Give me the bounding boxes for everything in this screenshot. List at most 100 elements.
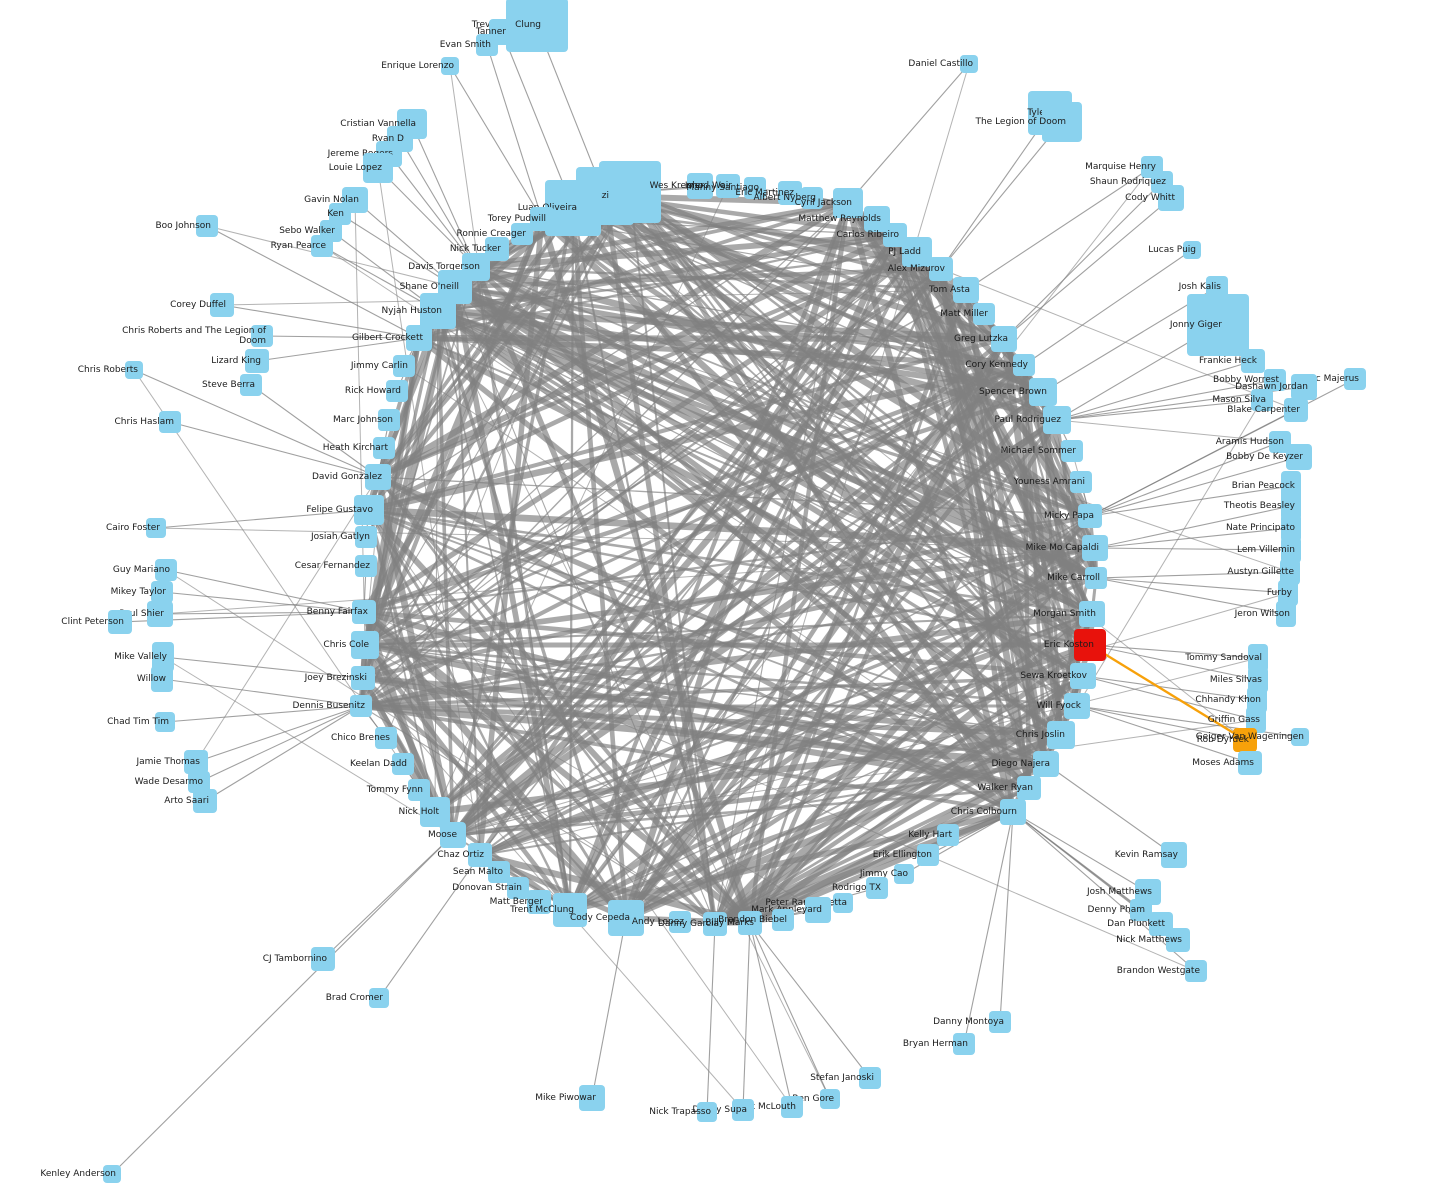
graph-node[interactable]	[545, 180, 601, 236]
graph-node[interactable]	[1042, 102, 1082, 142]
graph-node[interactable]	[553, 893, 587, 927]
graph-node[interactable]	[1161, 842, 1187, 868]
graph-node[interactable]	[1166, 928, 1190, 952]
graph-node[interactable]	[530, 207, 554, 231]
graph-node[interactable]	[375, 727, 397, 749]
graph-node[interactable]	[1291, 374, 1317, 400]
graph-node[interactable]	[1284, 398, 1308, 422]
graph-node[interactable]	[866, 877, 888, 899]
graph-node[interactable]	[953, 277, 979, 303]
graph-node[interactable]	[833, 893, 853, 913]
graph-node[interactable]	[1185, 960, 1207, 982]
graph-node[interactable]	[1029, 378, 1057, 406]
graph-node[interactable]	[351, 631, 379, 659]
graph-node[interactable]	[1241, 349, 1265, 373]
graph-node[interactable]	[440, 822, 466, 848]
graph-node[interactable]	[1233, 728, 1257, 752]
graph-node[interactable]	[1047, 721, 1075, 749]
graph-node[interactable]	[1070, 663, 1096, 689]
graph-node[interactable]	[687, 173, 713, 199]
graph-node[interactable]	[1286, 444, 1312, 470]
graph-node[interactable]	[125, 361, 143, 379]
graph-node[interactable]	[352, 600, 376, 624]
graph-node[interactable]	[355, 526, 377, 548]
graph-node[interactable]	[488, 861, 510, 883]
graph-node[interactable]	[351, 666, 375, 690]
graph-node[interactable]	[833, 188, 863, 218]
graph-node[interactable]	[152, 642, 174, 672]
graph-node[interactable]	[697, 1102, 717, 1122]
graph-node[interactable]	[311, 947, 335, 971]
graph-node[interactable]	[155, 559, 177, 581]
graph-node[interactable]	[350, 695, 372, 717]
graph-node[interactable]	[917, 844, 939, 866]
graph-node[interactable]	[188, 771, 210, 793]
graph-node[interactable]	[365, 464, 391, 490]
graph-node[interactable]	[1251, 389, 1273, 411]
graph-node[interactable]	[1130, 899, 1152, 921]
graph-node[interactable]	[991, 326, 1017, 352]
graph-node[interactable]	[196, 215, 218, 237]
graph-node[interactable]	[1074, 629, 1106, 661]
graph-node[interactable]	[1013, 354, 1035, 376]
graph-node[interactable]	[859, 1067, 881, 1089]
graph-node[interactable]	[1247, 687, 1267, 713]
graph-node[interactable]	[159, 411, 181, 433]
graph-node[interactable]	[355, 555, 377, 577]
graph-node[interactable]	[527, 890, 551, 914]
graph-node[interactable]	[772, 909, 794, 931]
graph-node[interactable]	[511, 223, 533, 245]
graph-node[interactable]	[1183, 241, 1201, 259]
graph-node[interactable]	[1281, 537, 1301, 563]
graph-node[interactable]	[953, 1033, 975, 1055]
graph-node[interactable]	[378, 409, 400, 431]
graph-node[interactable]	[184, 750, 208, 774]
graph-node[interactable]	[311, 235, 333, 257]
graph-node[interactable]	[393, 355, 415, 377]
graph-node[interactable]	[1291, 728, 1309, 746]
graph-node[interactable]	[476, 34, 498, 56]
graph-node[interactable]	[929, 257, 953, 281]
graph-node[interactable]	[240, 374, 262, 396]
graph-node[interactable]	[155, 712, 175, 732]
graph-node[interactable]	[1000, 799, 1026, 825]
graph-node[interactable]	[1281, 492, 1301, 520]
graph-node[interactable]	[894, 864, 914, 884]
graph-node[interactable]	[1070, 471, 1092, 493]
graph-node[interactable]	[801, 187, 823, 209]
graph-node[interactable]	[103, 1165, 121, 1183]
graph-node[interactable]	[329, 203, 351, 225]
graph-node[interactable]	[108, 610, 132, 634]
graph-node[interactable]	[781, 1096, 803, 1118]
graph-node[interactable]	[146, 518, 166, 538]
graph-node[interactable]	[1246, 707, 1266, 733]
graph-node[interactable]	[1269, 431, 1291, 453]
graph-node[interactable]	[608, 900, 644, 936]
graph-node[interactable]	[703, 912, 727, 936]
graph-node[interactable]	[354, 495, 384, 525]
graph-node[interactable]	[147, 601, 173, 627]
graph-node[interactable]	[1206, 276, 1228, 298]
graph-node[interactable]	[744, 177, 766, 199]
graph-node[interactable]	[1061, 440, 1083, 462]
graph-node[interactable]	[406, 325, 432, 351]
graph-node[interactable]	[369, 988, 389, 1008]
graph-node[interactable]	[210, 293, 234, 317]
graph-node[interactable]	[778, 181, 802, 205]
graph-node[interactable]	[363, 153, 393, 183]
graph-node[interactable]	[420, 293, 456, 329]
graph-node[interactable]	[1238, 751, 1262, 775]
graph-node[interactable]	[716, 174, 740, 198]
graph-node[interactable]	[820, 1089, 840, 1109]
graph-node[interactable]	[960, 55, 978, 73]
graph-node[interactable]	[1064, 693, 1090, 719]
graph-node[interactable]	[1017, 776, 1041, 800]
graph-node[interactable]	[1278, 580, 1298, 606]
graph-node[interactable]	[738, 911, 762, 935]
graph-node[interactable]	[1248, 667, 1268, 693]
graph-node[interactable]	[973, 303, 995, 325]
graph-node[interactable]	[1043, 406, 1071, 434]
graph-node[interactable]	[507, 877, 529, 899]
graph-node[interactable]	[732, 1099, 754, 1121]
